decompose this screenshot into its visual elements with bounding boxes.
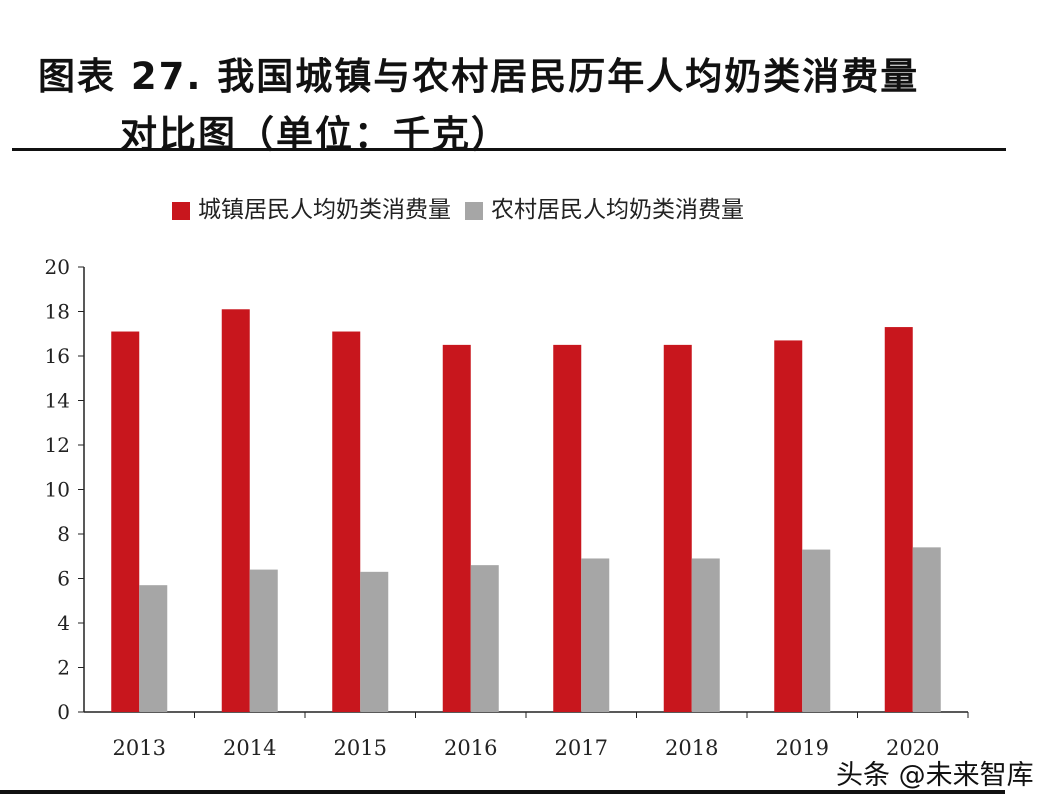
legend-item-rural: 农村居民人均奶类消费量 bbox=[465, 190, 744, 224]
urban-bar-2017 bbox=[553, 344, 582, 712]
y-tick-label: 8 bbox=[57, 522, 70, 546]
bottom-divider bbox=[0, 790, 1005, 794]
urban-bar-2013 bbox=[111, 331, 140, 712]
rural-bar-2016 bbox=[470, 565, 499, 712]
y-tick-label: 10 bbox=[45, 478, 70, 502]
x-tick-label: 2020 bbox=[886, 736, 939, 760]
watermark: 头条 @未来智库 bbox=[836, 760, 1034, 791]
rural-bar-2020 bbox=[912, 547, 941, 712]
title-divider bbox=[12, 148, 1006, 151]
x-tick-label: 2013 bbox=[113, 736, 166, 760]
x-tick-label: 2019 bbox=[776, 736, 829, 760]
urban-bar-2016 bbox=[442, 344, 471, 712]
rural-bar-2018 bbox=[691, 558, 720, 712]
y-tick-label: 12 bbox=[45, 433, 70, 457]
legend-swatch-urban bbox=[172, 202, 190, 220]
rural-bar-2015 bbox=[360, 571, 389, 712]
rural-bar-2019 bbox=[802, 549, 831, 712]
legend-label-rural: 农村居民人均奶类消费量 bbox=[491, 197, 744, 223]
y-tick-label: 18 bbox=[45, 300, 70, 324]
y-tick-label: 6 bbox=[57, 567, 70, 591]
y-tick-label: 4 bbox=[57, 611, 70, 635]
rural-bar-2017 bbox=[581, 558, 610, 712]
y-tick-label: 20 bbox=[45, 255, 70, 279]
rural-bar-2013 bbox=[139, 585, 168, 712]
urban-bar-2015 bbox=[332, 331, 361, 712]
legend: 城镇居民人均奶类消费量 农村居民人均奶类消费量 bbox=[172, 190, 744, 224]
chart-title-line1: 图表 27. 我国城镇与农村居民历年人均奶类消费量 bbox=[38, 55, 920, 98]
x-tick-label: 2018 bbox=[665, 736, 718, 760]
x-tick-label: 2014 bbox=[223, 736, 276, 760]
legend-swatch-rural bbox=[465, 202, 483, 220]
urban-bar-2018 bbox=[663, 344, 692, 712]
urban-bar-2019 bbox=[774, 340, 803, 712]
y-tick-label: 14 bbox=[45, 389, 70, 413]
urban-bar-2020 bbox=[884, 327, 913, 712]
y-tick-label: 16 bbox=[45, 344, 70, 368]
urban-bar-2014 bbox=[221, 309, 250, 712]
x-tick-label: 2017 bbox=[555, 736, 608, 760]
x-tick-label: 2015 bbox=[334, 736, 387, 760]
x-tick-label: 2016 bbox=[444, 736, 497, 760]
legend-label-urban: 城镇居民人均奶类消费量 bbox=[198, 197, 451, 223]
y-tick-label: 2 bbox=[57, 656, 70, 680]
legend-item-urban: 城镇居民人均奶类消费量 bbox=[172, 190, 451, 224]
y-tick-label: 0 bbox=[57, 700, 70, 724]
rural-bar-2014 bbox=[249, 569, 278, 712]
